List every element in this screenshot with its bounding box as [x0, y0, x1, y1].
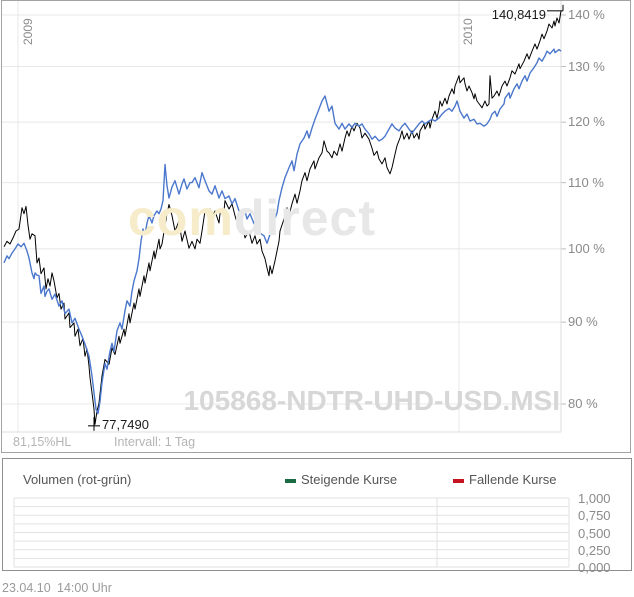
volume-tick-0500: 0,500	[578, 525, 611, 541]
volume-plot	[13, 497, 570, 568]
rising-prices-legend-label: Steigende Kurse	[301, 472, 398, 487]
instrument-id-watermark: 105868-NDTR-UHD-USD.MSI	[183, 385, 560, 416]
high-low-percent-label: 81,15%HL	[13, 435, 72, 449]
volume-tick-0250: 0,250	[578, 542, 611, 558]
y-axis-tick-120: 120 %	[568, 114, 605, 130]
y-axis-tick-100: 100 %	[568, 240, 605, 256]
y-axis-tick-110: 110 %	[568, 174, 604, 190]
y-axis-tick-90: 90 %	[568, 314, 598, 330]
falling-prices-legend-label: Fallende Kurse	[469, 472, 557, 487]
footer-date: 23.04.10	[2, 581, 51, 595]
x-axis-year-2010: 2010	[461, 18, 475, 45]
falling-prices-legend-swatch	[453, 479, 464, 483]
low-price-label: 77,7490	[102, 417, 149, 432]
comdirect-watermark-direct: direct	[233, 190, 376, 246]
volume-title: Volumen (rot-grün)	[23, 472, 132, 487]
y-axis-tick-80: 80 %	[568, 396, 598, 411]
interval-label: Intervall: 1 Tag	[114, 435, 196, 449]
volume-tick-1000: 1,000	[578, 491, 611, 506]
last-price-label: 140,8419	[491, 7, 546, 22]
volume-tick-0750: 0,750	[578, 508, 611, 524]
volume-tick-0000: 0,000	[578, 560, 611, 575]
rising-prices-legend-swatch	[285, 479, 296, 483]
footer-time: 14:00 Uhr	[57, 581, 112, 595]
price-chart-plot	[2, 1, 566, 433]
price-chart-panel: 2009 2010 140 % 130 % 120 % 110 % 100 % …	[1, 0, 631, 453]
x-axis-year-2009: 2009	[21, 18, 35, 45]
comdirect-watermark: comdirect	[128, 189, 376, 247]
volume-panel: Volumen (rot-grün) Steigende Kurse Falle…	[2, 458, 632, 575]
y-axis-tick-140: 140 %	[568, 7, 605, 22]
comdirect-watermark-com: com	[128, 190, 234, 246]
y-axis-tick-130: 130 %	[568, 58, 605, 74]
